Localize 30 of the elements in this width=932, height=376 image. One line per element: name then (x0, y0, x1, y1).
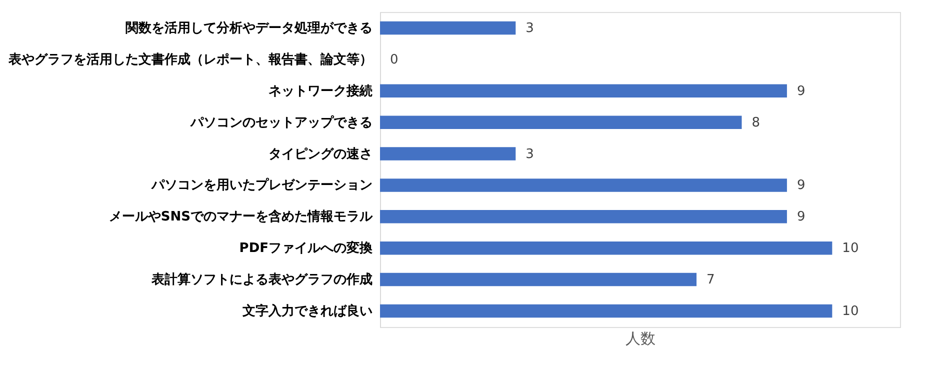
data-label: 3 (526, 146, 534, 162)
data-label: 3 (526, 21, 534, 36)
data-label: 10 (842, 304, 859, 319)
y-tick-label: タイピングの速さ (268, 146, 372, 162)
bar (380, 116, 742, 129)
bar (380, 147, 516, 160)
data-label: 10 (842, 241, 859, 256)
data-label: 0 (390, 52, 398, 68)
data-label: 9 (796, 178, 806, 194)
y-tick-label: PDFファイルへの変換 (239, 240, 374, 256)
data-label: 9 (796, 210, 806, 225)
bar (380, 21, 516, 35)
y-tick-label: パソコンのセットアップできる (190, 114, 372, 130)
data-label: 7 (706, 272, 715, 288)
bar (380, 304, 832, 318)
x-axis-title: 人数 (626, 330, 656, 348)
bar (380, 272, 697, 286)
y-tick-label: 表計算ソフトによる表やグラフの作成 (150, 272, 372, 288)
data-label: 8 (752, 115, 760, 130)
bar (380, 84, 787, 98)
y-tick-label: 文字入力できれば良い (242, 302, 372, 319)
bar (380, 210, 787, 224)
data-label: 9 (796, 84, 806, 99)
y-tick-label: 表やグラフを活用した文書作成（レポート、報告書、論文等） (8, 51, 372, 68)
bar (380, 241, 832, 255)
y-tick-label: メールやSNSでのマナーを含めた情報モラル (108, 208, 374, 225)
bar (380, 178, 787, 192)
y-tick-label: 関数を活用して分析やデータ処理ができる (126, 21, 372, 36)
y-tick-label: ネットワーク接続 (268, 82, 372, 99)
y-tick-label: パソコンを用いたプレゼンテーション (150, 177, 372, 194)
